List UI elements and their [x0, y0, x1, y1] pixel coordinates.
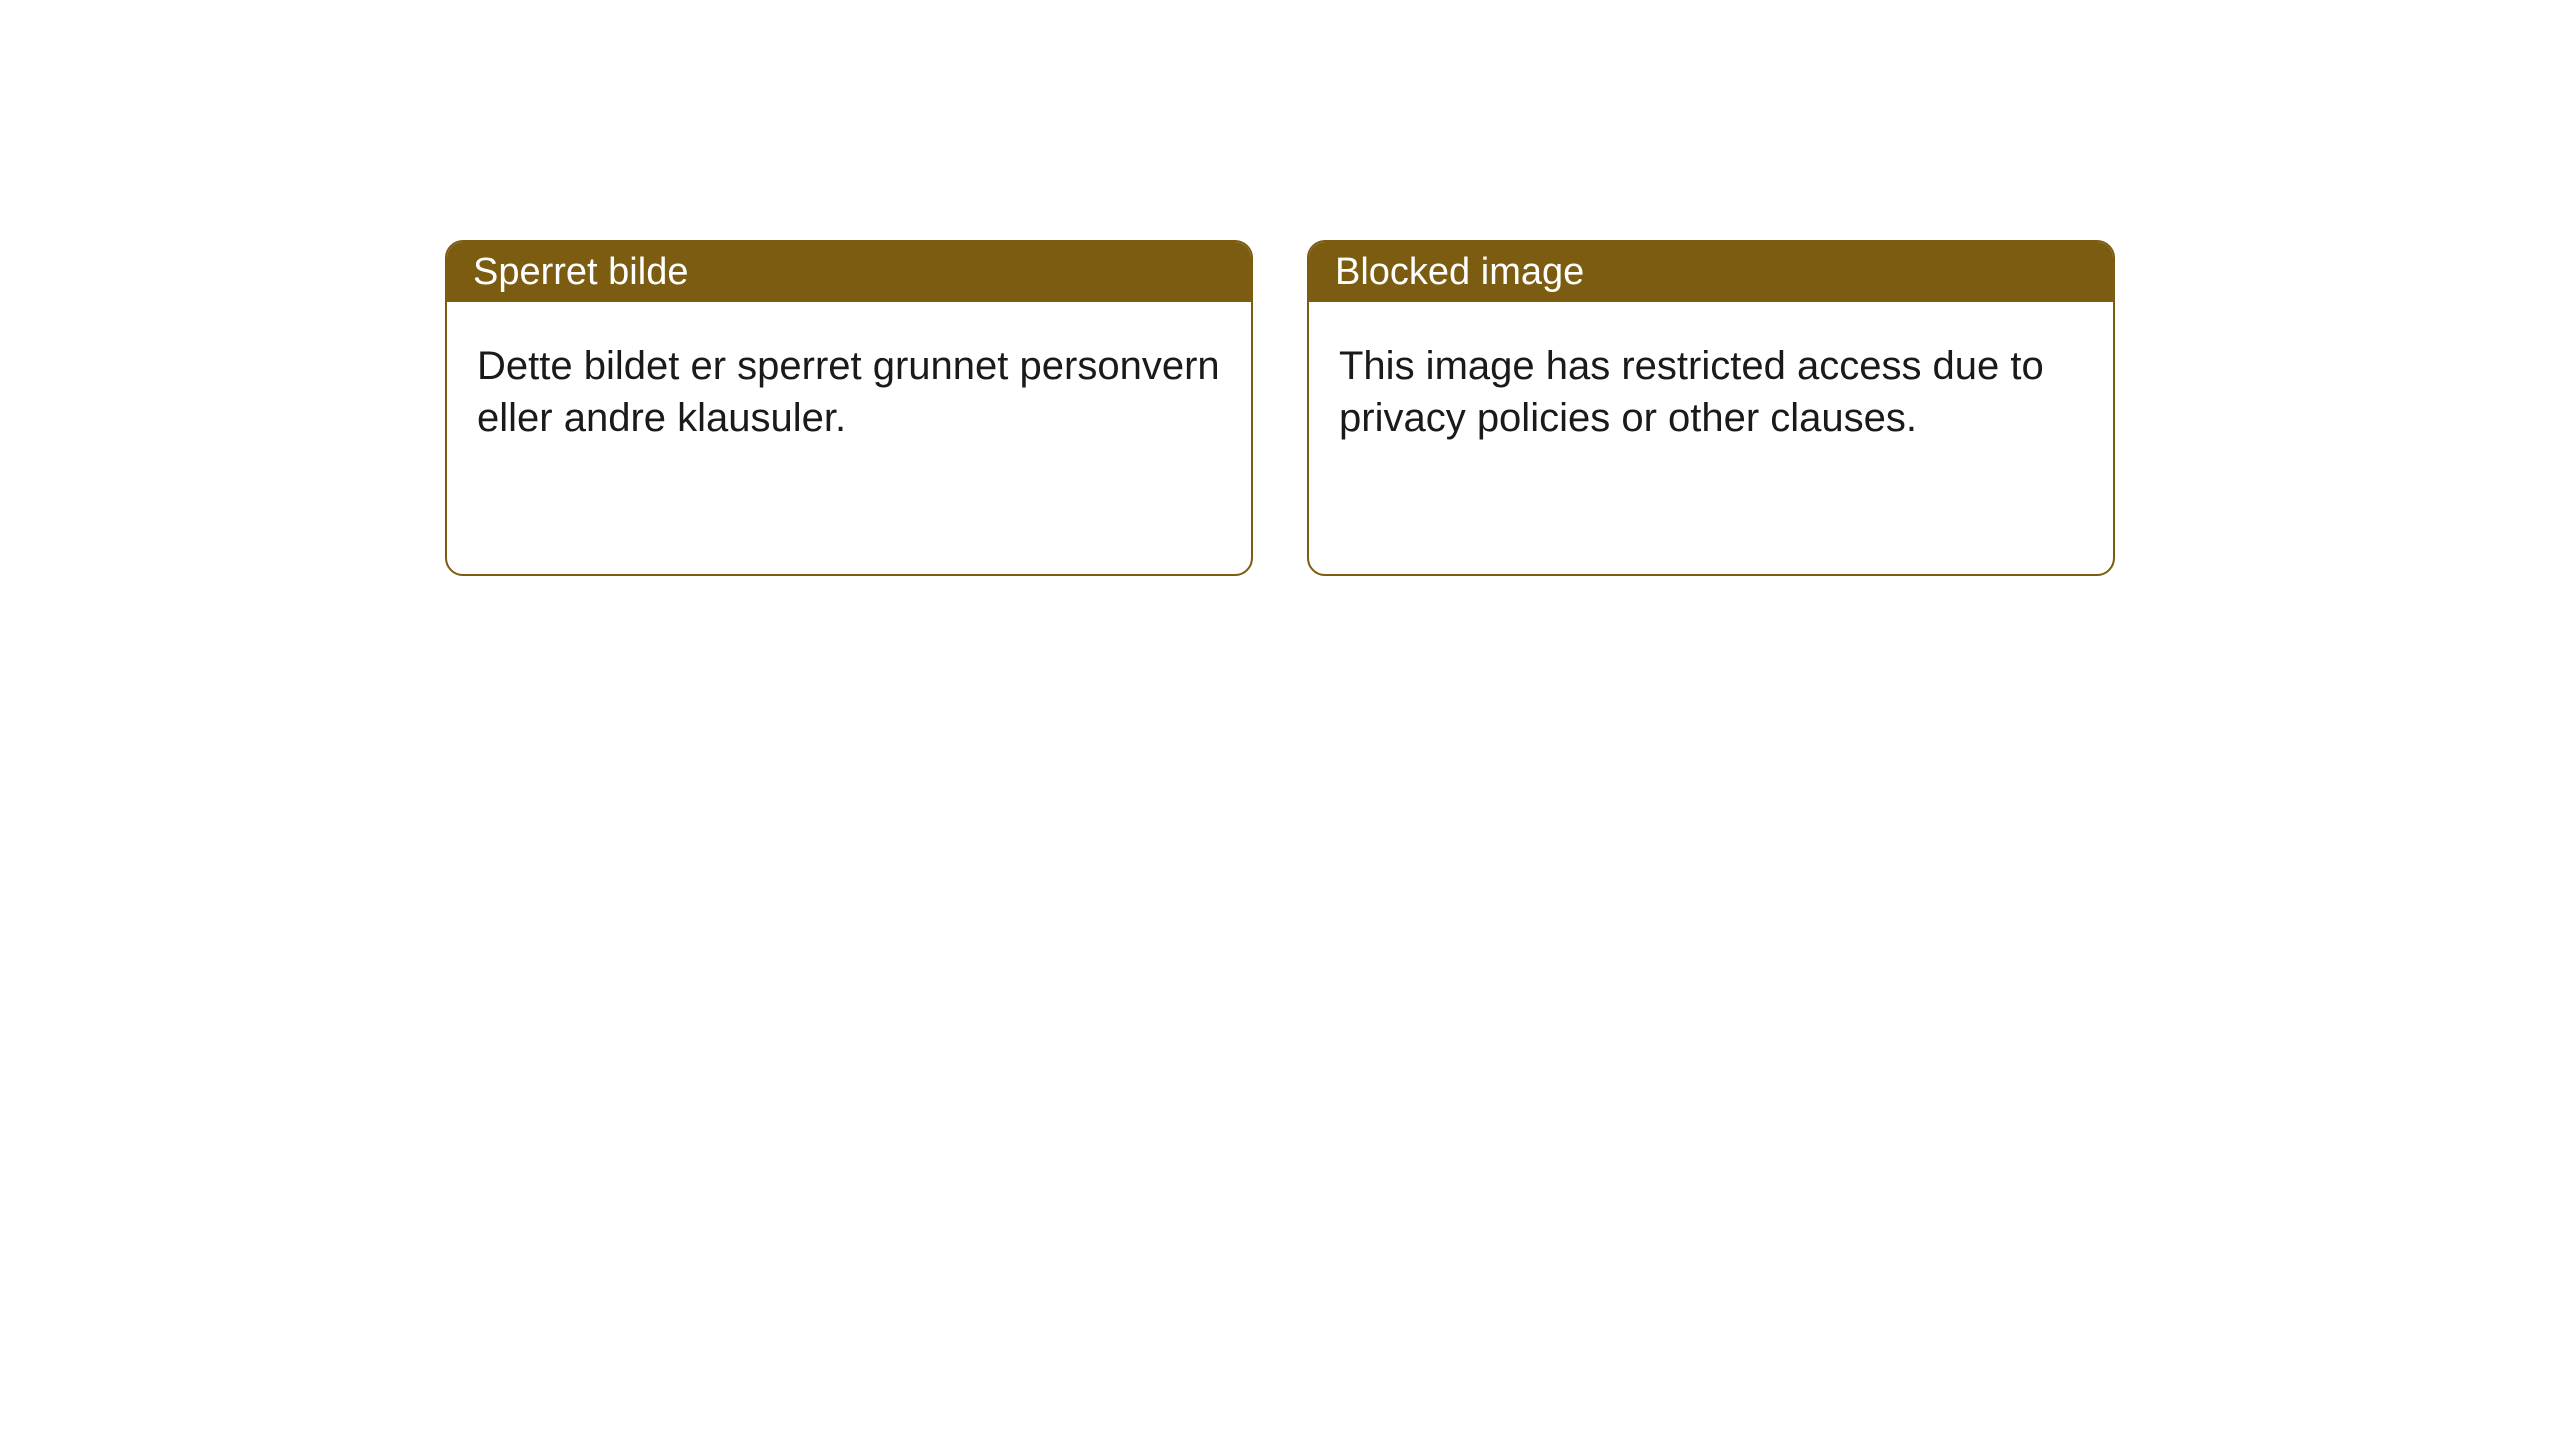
blocked-image-card-no: Sperret bilde Dette bildet er sperret gr… [445, 240, 1253, 576]
card-title-text: Blocked image [1335, 251, 1584, 294]
card-body-text: This image has restricted access due to … [1339, 344, 2044, 440]
blocked-image-card-body-en: This image has restricted access due to … [1309, 302, 2113, 482]
blocked-image-card-en: Blocked image This image has restricted … [1307, 240, 2115, 576]
blocked-image-notice-container: Sperret bilde Dette bildet er sperret gr… [445, 240, 2115, 576]
card-body-text: Dette bildet er sperret grunnet personve… [477, 344, 1220, 440]
blocked-image-card-title-no: Sperret bilde [447, 242, 1251, 302]
blocked-image-card-body-no: Dette bildet er sperret grunnet personve… [447, 302, 1251, 482]
blocked-image-card-title-en: Blocked image [1309, 242, 2113, 302]
card-title-text: Sperret bilde [473, 251, 688, 294]
